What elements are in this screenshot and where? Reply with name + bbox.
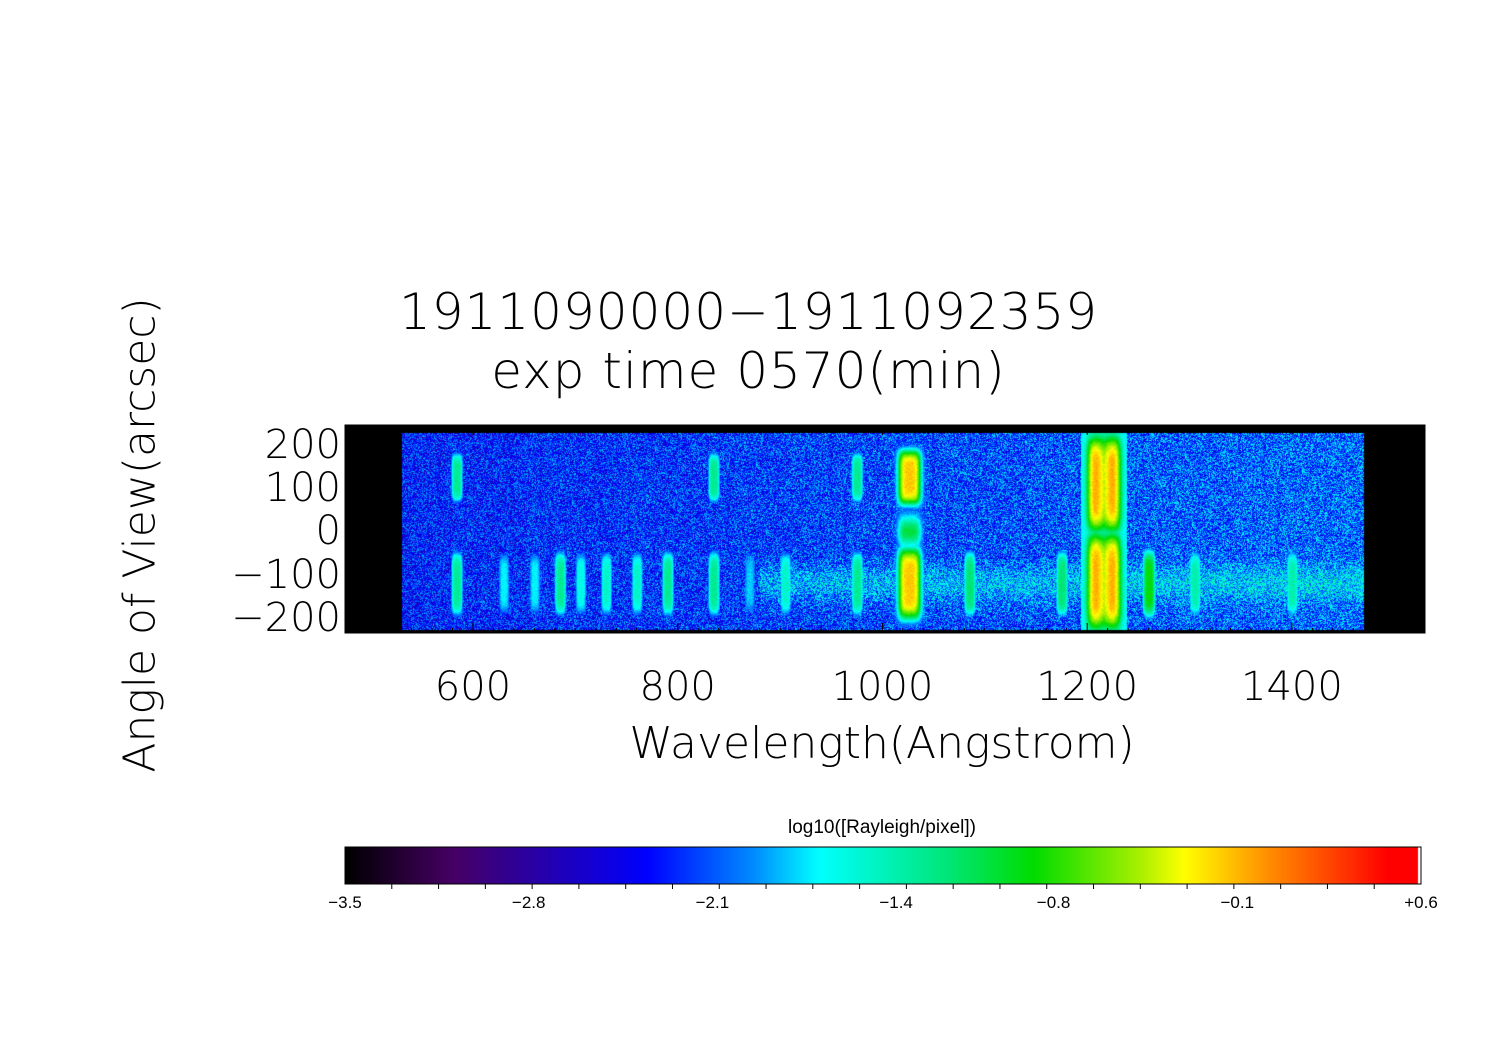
colorbar-tick-label: −3.5: [328, 893, 362, 912]
x-tick-label: 600: [434, 664, 512, 710]
colorbar-label: log10([Rayleigh/pixel]): [788, 817, 976, 838]
colorbar-ticks: [391, 884, 1375, 889]
colorbar-frame: [344, 846, 1422, 885]
y-tick-label: 0: [315, 508, 341, 555]
y-tick-label: 100: [264, 464, 341, 511]
chart-title-line-1: 1911090000−1911092359: [398, 283, 1099, 341]
colorbar-tick-label: −2.1: [695, 893, 730, 912]
y-tick-label: 200: [264, 421, 341, 468]
colorbar-tick-label: −0.1: [1220, 893, 1255, 912]
y-axis-label: Angle of View(arcsec): [114, 297, 166, 773]
x-tick-label: 1400: [1241, 664, 1343, 710]
x-tick-label: 1200: [1036, 664, 1139, 710]
colorbar: [345, 847, 1421, 884]
colorbar-tick-label: −1.4: [879, 893, 913, 912]
x-tick-label: 1000: [831, 664, 934, 710]
y-tick-label: −200: [231, 594, 341, 641]
chart-title-line-2: exp time 0570(min): [491, 342, 1006, 400]
spectrum-heatmap: [345, 425, 1425, 633]
plot-frame: [344, 424, 1426, 634]
axis-ticks: [345, 425, 1425, 633]
colorbar-tick-label: −0.8: [1036, 893, 1071, 912]
y-tick-label: −100: [231, 551, 341, 598]
colorbar-tick-label: −2.8: [511, 893, 546, 912]
x-tick-label: 800: [639, 664, 716, 710]
x-axis-label: Wavelength(Angstrom): [629, 718, 1135, 769]
colorbar-tick-label: +0.6: [1404, 893, 1438, 912]
